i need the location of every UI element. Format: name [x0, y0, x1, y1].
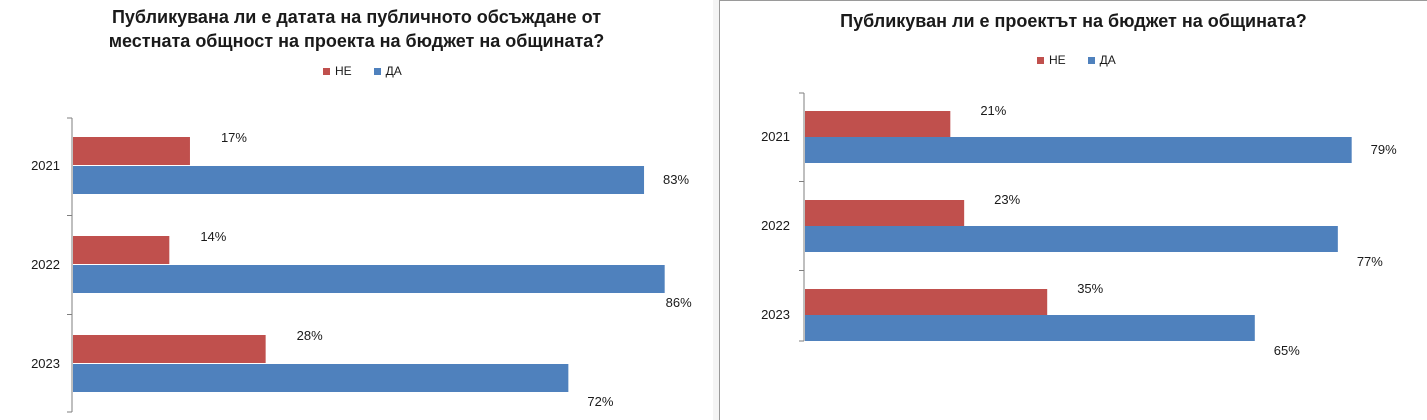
category-label: 2023 [761, 307, 790, 322]
data-label: 77% [1357, 254, 1383, 269]
legend-item-no: НЕ [323, 64, 352, 78]
bar-yes [805, 315, 1255, 341]
category-label: 2021 [31, 158, 60, 173]
legend-label-no: НЕ [1049, 53, 1066, 67]
legend-item-yes: ДА [373, 64, 402, 78]
bar-no [805, 289, 1048, 315]
data-label: 35% [1077, 281, 1103, 296]
bar-chart-plot: 2021 17% 83% 2022 14% 86% 2023 28% 72% [31, 117, 692, 413]
legend-label-no: НЕ [335, 64, 352, 78]
data-label: 28% [297, 328, 323, 343]
chart-title: Публикувана ли е датата на публичното об… [0, 5, 713, 53]
chart-legend: НЕ ДА [323, 64, 402, 78]
panel-divider [713, 0, 719, 420]
legend-swatch-yes [1087, 56, 1095, 64]
bar-yes [73, 265, 665, 293]
data-label: 72% [587, 394, 613, 409]
legend-item-yes: ДА [1087, 53, 1116, 67]
data-label: 65% [1274, 343, 1300, 358]
category-label: 2021 [761, 129, 790, 144]
bar-yes [73, 166, 645, 194]
chart-panel-draft-published: Публикуван ли е проектът на бюджет на об… [719, 0, 1427, 420]
chart-title-line-2: местната общност на проекта на бюджет на… [108, 31, 605, 51]
data-label: 79% [1371, 142, 1397, 157]
category-label: 2022 [761, 218, 790, 233]
chart-title-line-1: Публикувана ли е датата на публичното об… [111, 7, 602, 27]
bar-no [805, 111, 951, 137]
legend-swatch-yes [373, 67, 381, 75]
legend-label-yes: ДА [385, 64, 402, 78]
bar-yes [73, 364, 569, 392]
bar-yes [805, 226, 1338, 252]
bar-no [73, 335, 266, 363]
legend-swatch-no [323, 67, 330, 75]
data-label: 23% [994, 192, 1020, 207]
chart-legend: НЕ ДА [1037, 53, 1116, 67]
data-label: 17% [221, 130, 247, 145]
data-label: 86% [666, 295, 692, 310]
bar-chart-plot: 2021 21% 79% 2022 23% 77% 2023 35% 65% [761, 92, 1397, 358]
bar-no [73, 236, 170, 264]
data-label: 83% [663, 172, 689, 187]
data-label: 14% [200, 229, 226, 244]
legend-label-yes: ДА [1099, 53, 1116, 67]
category-label: 2022 [31, 257, 60, 272]
bar-yes [805, 137, 1352, 163]
chart-title: Публикуван ли е проектът на бюджет на об… [720, 9, 1427, 33]
legend-swatch-no [1037, 56, 1044, 64]
category-label: 2023 [31, 356, 60, 371]
data-label: 21% [980, 103, 1006, 118]
chart-title-line-1: Публикуван ли е проектът на бюджет на об… [840, 11, 1307, 31]
chart-panel-date-published: Публикувана ли е датата на публичното об… [0, 0, 714, 420]
legend-item-no: НЕ [1037, 53, 1066, 67]
bar-no [805, 200, 965, 226]
bar-no [73, 137, 190, 165]
